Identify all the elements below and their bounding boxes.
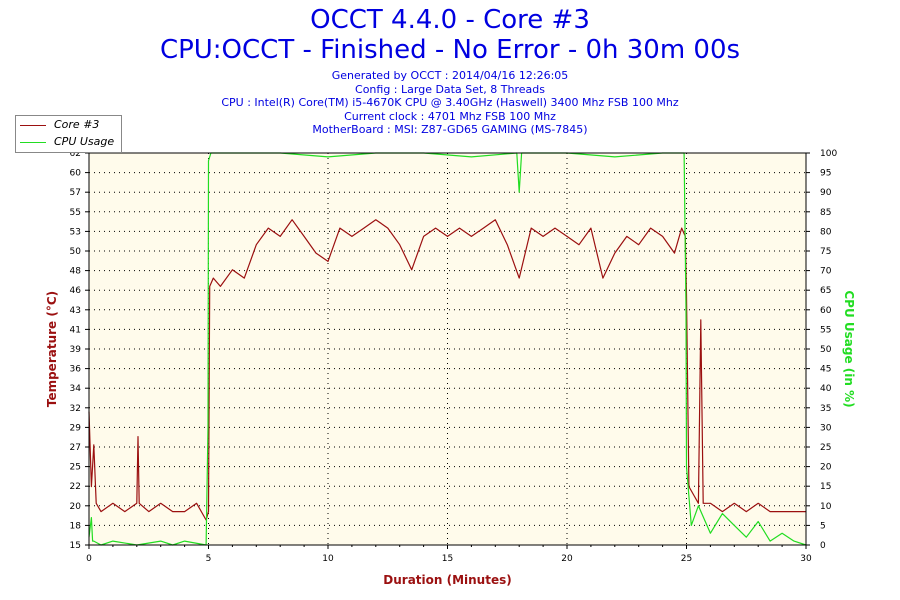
y2-tick-label: 20 (820, 463, 832, 473)
y-tick-label: 60 (70, 169, 82, 179)
y-tick-label: 20 (70, 502, 82, 512)
legend-label-cpu-usage: CPU Usage (54, 135, 115, 148)
y2-tick-label: 45 (820, 365, 831, 375)
y2-tick-label: 15 (820, 482, 831, 492)
y2-tick-label: 90 (820, 188, 832, 198)
y-tick-label: 27 (70, 443, 81, 453)
legend-swatch-core3 (20, 124, 46, 126)
y-tick-label: 25 (70, 463, 81, 473)
y2-tick-label: 5 (820, 521, 826, 531)
y2-tick-label: 25 (820, 443, 831, 453)
x-tick-label: 0 (86, 554, 92, 564)
y-tick-label: 39 (70, 345, 82, 355)
y2-tick-label: 85 (820, 208, 831, 218)
y2-tick-label: 80 (820, 227, 832, 237)
y-tick-label: 29 (70, 423, 82, 433)
y-tick-label: 55 (70, 208, 81, 218)
x-axis-title: Duration (Minutes) (383, 573, 511, 587)
generated-line: Generated by OCCT : 2014/04/16 12:26:05 (331, 69, 569, 82)
series-line-core3 (88, 219, 806, 521)
x-tick-label: 10 (322, 554, 334, 564)
y2-tick-label: 65 (820, 286, 831, 296)
chart-subtitle: CPU:OCCT - Finished - No Error - 0h 30m … (159, 35, 741, 65)
x-tick-label: 25 (681, 554, 692, 564)
y-tick-label: 34 (70, 384, 82, 394)
y-tick-label: 22 (70, 482, 81, 492)
plot-frame (88, 152, 807, 546)
y2-tick-label: 35 (820, 404, 831, 414)
y2-tick-label: 75 (820, 247, 831, 257)
y-axis-title: Temperature (°C) (45, 291, 59, 407)
legend: Core #3 CPU Usage (15, 115, 122, 153)
y-tick-label: 41 (70, 325, 81, 335)
y-tick-label: 57 (70, 188, 81, 198)
legend-item-core3: Core #3 (20, 117, 99, 133)
y2-tick-label: 95 (820, 169, 831, 179)
y2-tick-label: 40 (820, 384, 832, 394)
x-tick-label: 15 (442, 554, 453, 564)
y-tick-label: 18 (70, 521, 82, 531)
y2-axis-title: CPU Usage (in %) (842, 290, 856, 407)
motherboard-line: MotherBoard : MSI: Z87-GD65 GAMING (MS-7… (312, 123, 588, 137)
y2-tick-label: 30 (820, 423, 832, 433)
y2-tick-label: 50 (820, 345, 832, 355)
y2-tick-label: 55 (820, 325, 831, 335)
y-tick-label: 48 (70, 267, 82, 277)
cpu-line: CPU : Intel(R) Core(TM) i5-4670K CPU @ 3… (221, 96, 679, 110)
y2-tick-label: 10 (820, 502, 832, 512)
config-line: Config : Large Data Set, 8 Threads (355, 82, 545, 96)
y-tick-label: 50 (70, 247, 82, 257)
y-tick-label: 53 (70, 227, 81, 237)
y-tick-label: 46 (70, 286, 82, 296)
y2-tick-label: 0 (820, 541, 826, 551)
x-tick-label: 5 (206, 554, 212, 564)
legend-swatch-cpu-usage (20, 141, 46, 143)
x-tick-label: 20 (561, 554, 573, 564)
y-tick-label: 32 (70, 404, 81, 414)
series-line-cpu-usage (88, 152, 807, 546)
x-tick-label: 30 (800, 554, 812, 564)
legend-label-core3: Core #3 (54, 118, 100, 131)
info-block: Generated by OCCT : 2014/04/16 12:26:05 … (0, 69, 900, 137)
y-tick-label: 62 (70, 149, 81, 159)
y-tick-label: 36 (70, 365, 82, 375)
legend-item-cpu-usage: CPU Usage (20, 134, 114, 150)
clock-line: Current clock : 4701 Mhz FSB 100 Mhz (344, 109, 556, 123)
y2-tick-label: 60 (820, 306, 832, 316)
y2-tick-label: 70 (820, 267, 832, 277)
y-tick-label: 43 (70, 306, 81, 316)
y2-tick-label: 100 (820, 149, 837, 159)
chart-title: OCCT 4.4.0 - Core #3 (310, 5, 590, 35)
y-tick-label: 15 (70, 541, 81, 551)
